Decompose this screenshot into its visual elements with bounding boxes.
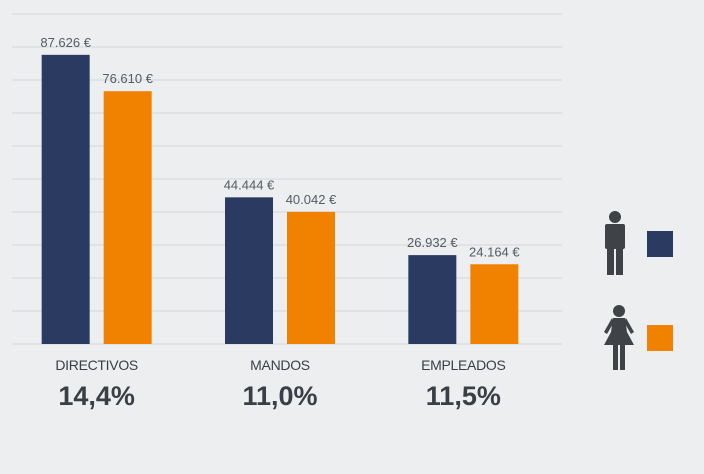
bars bbox=[41, 54, 519, 345]
gap-percentage: 11,5% bbox=[426, 381, 501, 411]
bar-value-label: 26.932 € bbox=[407, 235, 458, 250]
gap-percentage: 14,4% bbox=[58, 381, 135, 411]
bar bbox=[41, 54, 90, 345]
bar-value-label: 24.164 € bbox=[469, 244, 520, 259]
woman-icon bbox=[604, 305, 634, 370]
bar-value-label: 40.042 € bbox=[286, 192, 337, 207]
gap-percentage: 11,0% bbox=[242, 381, 317, 411]
bar bbox=[408, 255, 457, 344]
bar-value-label: 76.610 € bbox=[102, 71, 153, 86]
legend-swatch-women bbox=[647, 325, 673, 351]
bar bbox=[470, 264, 519, 344]
data-labels: 87.626 € 76.610 € 44.444 € 40.042 € 26.932 €… bbox=[40, 35, 520, 259]
bar bbox=[103, 91, 152, 344]
category-labels: DIRECTIVOS 14,4% MANDOS 11,0% EMPLEADOS 11,5% bbox=[55, 357, 505, 411]
bar bbox=[287, 211, 335, 344]
category-label: EMPLEADOS bbox=[421, 357, 505, 373]
legend bbox=[604, 211, 673, 370]
man-icon bbox=[605, 211, 625, 275]
legend-swatch-men bbox=[647, 231, 673, 257]
bar-value-label: 44.444 € bbox=[224, 177, 275, 192]
category-label: MANDOS bbox=[250, 357, 310, 373]
category-label: DIRECTIVOS bbox=[55, 357, 138, 373]
bar-value-label: 87.626 € bbox=[40, 35, 91, 50]
bar bbox=[225, 197, 273, 344]
